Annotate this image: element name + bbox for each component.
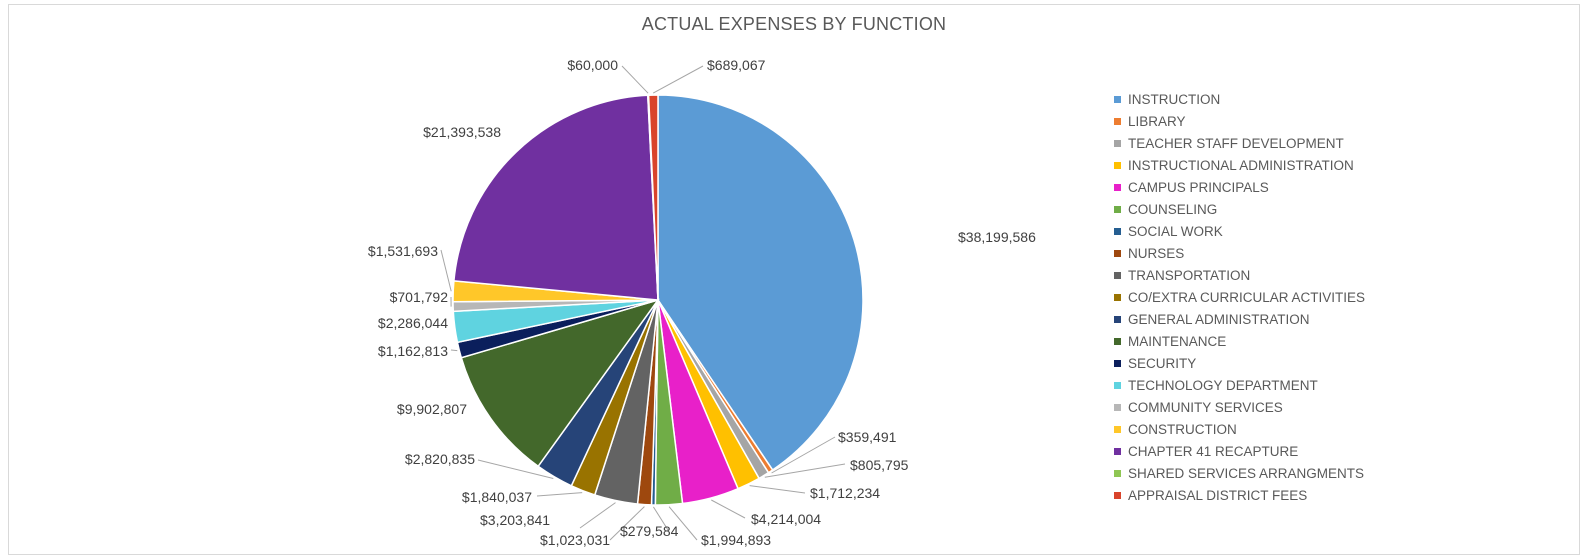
- legend-swatch: [1114, 491, 1121, 499]
- data-label: $3,203,841: [480, 512, 550, 528]
- legend-item: NURSES: [1114, 242, 1414, 264]
- leader-line: [668, 506, 698, 541]
- leader-line: [579, 502, 616, 529]
- legend-label: INSTRUCTIONAL ADMINISTRATION: [1128, 157, 1354, 173]
- leader-line: [621, 65, 649, 94]
- data-label: $1,994,893: [701, 532, 771, 548]
- legend-item: CONSTRUCTION: [1114, 418, 1414, 440]
- legend-swatch: [1114, 447, 1121, 455]
- legend-item: CHAPTER 41 RECAPTURE: [1114, 440, 1414, 462]
- legend-label: TEACHER STAFF DEVELOPMENT: [1128, 135, 1344, 151]
- legend-item: SHARED SERVICES ARRANGMENTS: [1114, 462, 1414, 484]
- legend-label: COUNSELING: [1128, 201, 1218, 217]
- data-label: $9,902,807: [397, 401, 467, 417]
- legend-label: CONSTRUCTION: [1128, 421, 1237, 437]
- legend-swatch: [1114, 205, 1121, 213]
- data-label: $1,023,031: [540, 532, 610, 548]
- legend-swatch: [1114, 161, 1121, 169]
- legend-item: LIBRARY: [1114, 110, 1414, 132]
- legend-swatch: [1114, 271, 1121, 279]
- data-label: $60,000: [567, 57, 618, 73]
- data-label: $359,491: [838, 429, 897, 445]
- leader-line: [764, 463, 846, 478]
- legend-swatch: [1114, 337, 1121, 345]
- legend-swatch: [1114, 227, 1121, 235]
- leader-line: [609, 506, 645, 541]
- legend-swatch: [1114, 359, 1121, 367]
- legend-label: TECHNOLOGY DEPARTMENT: [1128, 377, 1318, 393]
- legend-swatch: [1114, 183, 1121, 191]
- legend-item: SECURITY: [1114, 352, 1414, 374]
- legend-label: SOCIAL WORK: [1128, 223, 1223, 239]
- data-label: $4,214,004: [751, 511, 821, 527]
- legend-label: CO/EXTRA CURRICULAR ACTIVITIES: [1128, 289, 1366, 305]
- legend-swatch: [1114, 117, 1121, 125]
- legend-label: SECURITY: [1128, 355, 1197, 371]
- legend-item: COMMUNITY SERVICES: [1114, 396, 1414, 418]
- leader-line: [440, 249, 452, 292]
- data-label: $805,795: [850, 457, 909, 473]
- legend-item: MAINTENANCE: [1114, 330, 1414, 352]
- legend-swatch: [1114, 315, 1121, 323]
- pie-slice-chapter-41-recapture: [453, 94, 659, 301]
- leader-line: [652, 65, 704, 94]
- leader-line: [450, 349, 458, 352]
- legend-label: NURSES: [1128, 245, 1185, 261]
- leader-line: [749, 485, 806, 494]
- leader-line: [477, 459, 554, 479]
- legend-label: LIBRARY: [1128, 113, 1186, 129]
- data-label: $1,531,693: [368, 243, 438, 259]
- data-label: $1,162,813: [378, 343, 448, 359]
- legend-label: GENERAL ADMINISTRATION: [1128, 311, 1310, 327]
- pie-slice-instruction: [657, 94, 864, 472]
- data-label: $2,820,835: [405, 451, 475, 467]
- legend-item: TRANSPORTATION: [1114, 264, 1414, 286]
- legend-item: TEACHER STAFF DEVELOPMENT: [1114, 132, 1414, 154]
- legend-item: COUNSELING: [1114, 198, 1414, 220]
- legend-item: GENERAL ADMINISTRATION: [1114, 308, 1414, 330]
- data-label: $701,792: [390, 289, 449, 305]
- legend-label: MAINTENANCE: [1128, 333, 1227, 349]
- pie-slice-maintenance: [460, 298, 660, 468]
- legend-label: COMMUNITY SERVICES: [1128, 399, 1283, 415]
- legend-swatch: [1114, 249, 1121, 257]
- legend-item: INSTRUCTIONAL ADMINISTRATION: [1114, 154, 1414, 176]
- legend-swatch: [1114, 469, 1121, 477]
- legend-item: INSTRUCTION: [1114, 88, 1414, 110]
- data-label: $38,199,586: [958, 229, 1036, 245]
- legend-label: SHARED SERVICES ARRANGMENTS: [1128, 465, 1365, 481]
- legend-swatch: [1114, 95, 1121, 103]
- leader-line: [711, 499, 746, 519]
- legend-swatch: [1114, 293, 1121, 301]
- legend-label: CHAPTER 41 RECAPTURE: [1128, 443, 1299, 459]
- legend-label: TRANSPORTATION: [1128, 267, 1251, 283]
- legend-swatch: [1114, 403, 1121, 411]
- legend-label: CAMPUS PRINCIPALS: [1128, 179, 1269, 195]
- legend-swatch: [1114, 139, 1121, 147]
- chart-title: ACTUAL EXPENSES BY FUNCTION: [641, 14, 947, 34]
- legend-label: INSTRUCTION: [1128, 91, 1221, 107]
- data-label: $279,584: [620, 523, 679, 539]
- pie-slice-appraisal-district-fees: [647, 94, 659, 301]
- data-label: $2,286,044: [378, 315, 448, 331]
- legend-item: SOCIAL WORK: [1114, 220, 1414, 242]
- legend-swatch: [1114, 425, 1121, 433]
- legend-item: TECHNOLOGY DEPARTMENT: [1114, 374, 1414, 396]
- leader-line: [771, 436, 836, 474]
- legend-label: APPRAISAL DISTRICT FEES: [1128, 487, 1308, 503]
- leader-line: [652, 506, 669, 531]
- data-label: $1,840,037: [462, 489, 532, 505]
- data-label: $21,393,538: [423, 124, 501, 140]
- leader-line: [536, 492, 583, 497]
- data-label: $1,712,234: [810, 485, 880, 501]
- data-label: $689,067: [707, 57, 766, 73]
- legend-item: CO/EXTRA CURRICULAR ACTIVITIES: [1114, 286, 1414, 308]
- chart-legend: INSTRUCTION LIBRARY TEACHER STAFF DEVELOPM…: [1114, 88, 1414, 506]
- legend-item: APPRAISAL DISTRICT FEES: [1114, 484, 1414, 506]
- legend-item: CAMPUS PRINCIPALS: [1114, 176, 1414, 198]
- legend-swatch: [1114, 381, 1121, 389]
